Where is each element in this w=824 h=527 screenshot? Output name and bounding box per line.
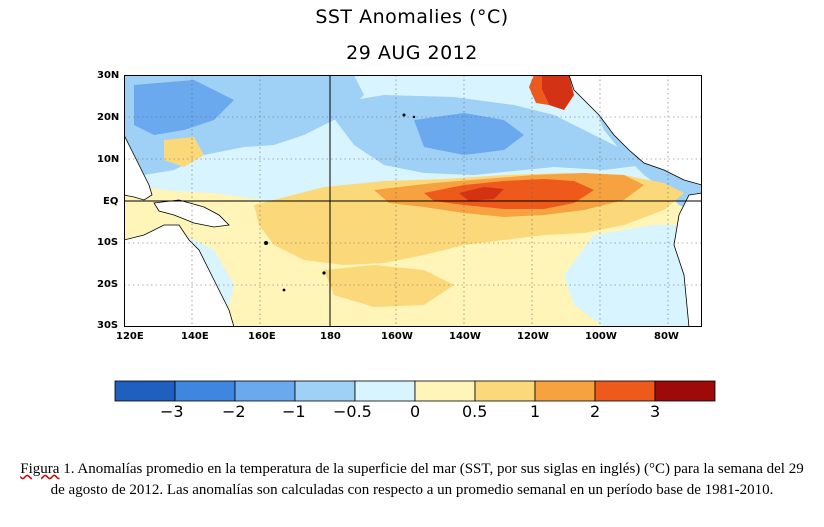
lat-label-eq: EQ (103, 196, 119, 207)
caption-figure-word: Figura (20, 461, 60, 477)
lat-label-20n: 20N (97, 112, 120, 123)
island-marker (322, 271, 326, 275)
colorbar-swatch (474, 380, 536, 402)
lon-label-140e: 140E (181, 331, 209, 342)
colorbar-swatch (174, 380, 236, 402)
island-marker (412, 115, 416, 119)
caption-text: 1. Anomalías promedio en la temperatura … (50, 461, 804, 498)
anomaly-zone-red-baja (542, 75, 574, 110)
anomaly-zone-orange-baja (529, 75, 549, 105)
lat-label-30n: 30N (97, 70, 120, 81)
anomaly-zone-blue-central-north (414, 113, 524, 155)
lon-label-180: 180 (320, 331, 341, 342)
island-marker (264, 241, 268, 245)
colorbar-label-2: 2 (590, 402, 601, 421)
colorbar-label-neg3: −3 (160, 402, 184, 421)
colorbar (114, 380, 716, 402)
anomaly-zone-warm-west (164, 137, 204, 167)
island-marker (282, 288, 286, 292)
colorbar-label-neg1: −1 (282, 402, 306, 421)
anomaly-zone-light-southeast (564, 225, 702, 327)
lon-label-120w: 120W (517, 331, 549, 342)
lon-label-140w: 140W (449, 331, 481, 342)
land-new-guinea (153, 199, 230, 228)
colorbar-swatch (654, 380, 716, 402)
land-australia (124, 224, 235, 327)
sst-anomaly-map-canvas (124, 75, 702, 327)
anomaly-zone-blue-northwest (134, 80, 234, 135)
land-south-america (673, 192, 702, 327)
colorbar-label-1: 1 (530, 402, 541, 421)
land-mexico-central-america (568, 75, 702, 186)
colorbar-swatch (354, 380, 416, 402)
lon-label-160e: 160E (248, 331, 276, 342)
lat-label-10n: 10N (97, 154, 120, 165)
lon-label-160w: 160W (381, 331, 413, 342)
colorbar-label-05: 0.5 (462, 402, 488, 421)
colorbar-label-3: 3 (650, 402, 661, 421)
sst-anomaly-map (124, 75, 702, 327)
colorbar-swatch (594, 380, 656, 402)
anomaly-zone-deep-red-core (459, 187, 504, 201)
colorbar-swatch (414, 380, 476, 402)
colorbar-swatch (114, 380, 176, 402)
island-marker (402, 113, 406, 117)
lat-label-10s: 10S (97, 237, 119, 248)
map-frame (124, 75, 702, 327)
lon-label-120e: 120E (116, 331, 144, 342)
land-asia-philippines (124, 75, 153, 201)
lon-label-100w: 100W (585, 331, 617, 342)
anomaly-zone-warm-south (324, 265, 454, 307)
map-title: SST Anomalies (°C) (315, 6, 509, 28)
colorbar-label-neg05: −0.5 (333, 402, 372, 421)
colorbar-swatch (234, 380, 296, 402)
colorbar-swatch (294, 380, 356, 402)
colorbar-label-neg2: −2 (222, 402, 246, 421)
lon-label-80w: 80W (654, 331, 679, 342)
colorbar-label-0: 0 (410, 402, 421, 421)
colorbar-swatch (534, 380, 596, 402)
lat-label-20s: 20S (97, 279, 119, 290)
map-date: 29 AUG 2012 (346, 42, 478, 64)
lat-label-30s: 30S (97, 320, 119, 331)
figure-caption: Figura 1. Anomalías promedio en la tempe… (14, 459, 810, 501)
